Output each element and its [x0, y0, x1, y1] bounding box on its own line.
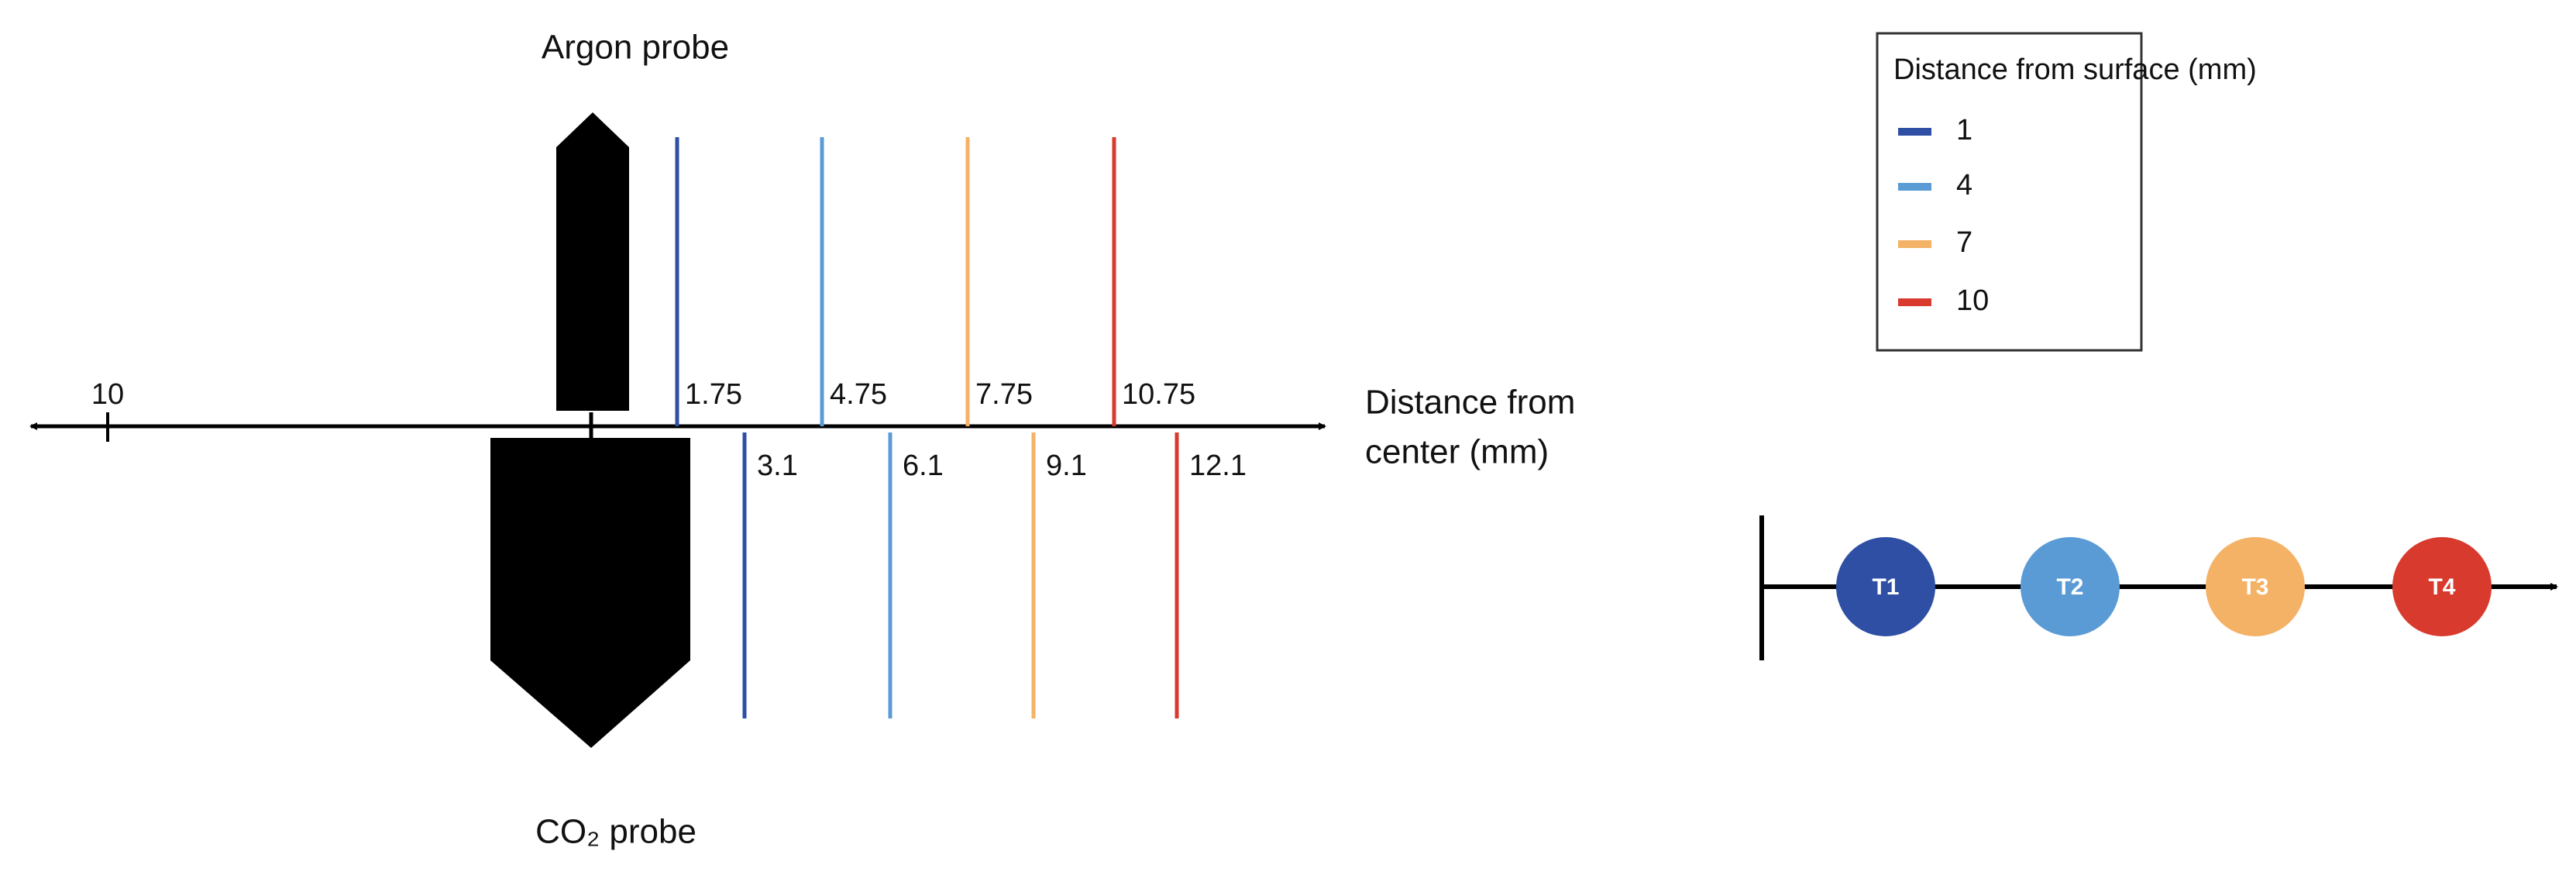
legend-box [1876, 32, 2143, 352]
axis-label: Distance from [1365, 384, 1575, 422]
legend-swatch [1898, 128, 1931, 136]
bottom-position-label: 9.1 [1046, 450, 1087, 482]
axis-label: center (mm) [1365, 433, 1549, 471]
timeline-node-label: T2 [2056, 574, 2083, 600]
legend-title: Distance from surface (mm) [1893, 53, 2257, 86]
timeline-node [2021, 537, 2120, 636]
legend-label: 4 [1956, 169, 1972, 202]
timeline-node-label: T1 [1872, 574, 1899, 600]
axis-tick-label: 10 [91, 378, 124, 411]
co2-label: CO₂ probe [535, 813, 696, 851]
timeline-node [2206, 537, 2305, 636]
timeline-node [2392, 537, 2492, 636]
legend-swatch [1898, 298, 1931, 306]
timeline-node-label: T4 [2428, 574, 2455, 600]
top-position-label: 10.75 [1122, 378, 1195, 411]
top-position-label: 4.75 [830, 378, 887, 411]
bottom-position-label: 3.1 [757, 450, 798, 482]
top-position-label: 7.75 [975, 378, 1033, 411]
bottom-position-label: 6.1 [903, 450, 944, 482]
argon-probe [556, 112, 629, 411]
timeline-node [1836, 537, 1935, 636]
legend-label: 10 [1956, 284, 1989, 317]
co2-probe [490, 438, 690, 748]
top-position-label: 1.75 [685, 378, 742, 411]
bottom-position-label: 12.1 [1189, 450, 1247, 482]
timeline-node-label: T3 [2241, 574, 2268, 600]
argon-label: Argon probe [542, 29, 729, 67]
legend-label: 7 [1956, 226, 1972, 259]
legend-swatch [1898, 183, 1931, 191]
legend-swatch [1898, 240, 1931, 248]
legend-label: 1 [1956, 114, 1972, 146]
